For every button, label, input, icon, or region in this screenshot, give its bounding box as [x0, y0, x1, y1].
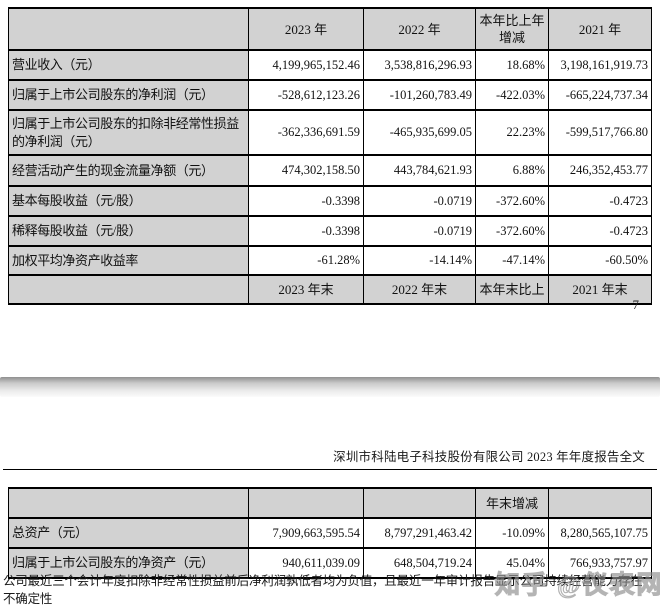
footnote-line: 公司最近三个会计年度扣除非经常性损益前后净利润孰低者均为负值，且最近一年审计报告… — [3, 574, 643, 588]
table-row: 基本每股收益（元/股） -0.3398 -0.0719 -372.60% -0.… — [8, 185, 652, 217]
cell-value: 940,611,039.09 — [248, 547, 364, 579]
cell-value: 18.68% — [475, 49, 549, 81]
cell-value: -0.3398 — [248, 185, 364, 217]
table-row: 经营活动产生的现金流量净额（元） 474,302,158.50 443,784,… — [8, 154, 652, 187]
cell-value: -0.0719 — [363, 215, 476, 247]
header-empty-cell — [8, 487, 249, 519]
row-label: 归属于上市公司股东的扣除非经常性损益的净利润（元） — [8, 109, 249, 156]
table-row: 稀释每股收益（元/股） -0.3398 -0.0719 -372.60% -0.… — [8, 215, 652, 247]
header-empty-cell — [548, 487, 652, 519]
cell-value: -665,224,737.34 — [548, 79, 652, 111]
cell-value: -0.4723 — [548, 215, 652, 247]
cell-value: 6.88% — [475, 154, 549, 187]
cell-value: -372.60% — [475, 185, 549, 217]
cell-value: -10.09% — [475, 517, 549, 549]
cell-value: -372.60% — [475, 215, 549, 247]
cell-value: 22.23% — [475, 109, 549, 156]
table-footer-header-row: 2023 年末 2022 年末 本年末比上 2021 年末 — [8, 274, 652, 305]
row-label: 归属于上市公司股东的净利润（元） — [8, 79, 249, 111]
table-row: 归属于上市公司股东的净资产（元） 940,611,039.09 648,504,… — [8, 547, 652, 579]
cell-value: 4,199,965,152.46 — [248, 49, 364, 81]
table-header-row: 2023 年 2022 年 本年比上年增减 2021 年 — [8, 7, 652, 51]
page-number: 7 — [632, 297, 640, 312]
cell-value: 474,302,158.50 — [248, 154, 364, 187]
cell-value: -101,260,783.49 — [363, 79, 476, 111]
key-financials-table: 2023 年 2022 年 本年比上年增减 2021 年 营业收入（元） 4,1… — [8, 7, 652, 305]
cell-value: -61.28% — [248, 245, 364, 276]
col-header-2022-end: 2022 年末 — [363, 274, 476, 305]
header-empty-cell — [8, 7, 249, 51]
cell-value: 3,538,816,296.93 — [363, 49, 476, 81]
table-row: 归属于上市公司股东的扣除非经常性损益的净利润（元） -362,336,691.5… — [8, 109, 652, 156]
cell-value: -465,935,699.05 — [363, 109, 476, 156]
cell-value: -362,336,691.59 — [248, 109, 364, 156]
cell-value: -47.14% — [475, 245, 549, 276]
cell-value: -528,612,123.26 — [248, 79, 364, 111]
footnote-line: 不确定性 — [3, 592, 53, 606]
col-header-yearend-change: 本年末比上 — [475, 274, 549, 305]
cell-value: -0.4723 — [548, 185, 652, 217]
cell-value: -599,517,766.80 — [548, 109, 652, 156]
table-row: 营业收入（元） 4,199,965,152.46 3,538,816,296.9… — [8, 49, 652, 81]
going-concern-footnote: 公司最近三个会计年度扣除非经常性损益前后净利润孰低者均为负值，且最近一年审计报告… — [3, 572, 659, 608]
table-row: 加权平均净资产收益率 -61.28% -14.14% -47.14% -60.5… — [8, 245, 652, 276]
assets-table: 年末增减 总资产（元） 7,909,663,595.54 8,797,291,4… — [8, 487, 652, 579]
cell-value: -422.03% — [475, 79, 549, 111]
cell-value: 8,797,291,463.42 — [363, 517, 476, 549]
cell-value: 246,352,453.77 — [548, 154, 652, 187]
assets-header-row: 年末增减 — [8, 487, 652, 519]
row-label: 稀释每股收益（元/股） — [8, 215, 249, 247]
header-rule — [3, 469, 657, 470]
col-header-2021: 2021 年 — [548, 7, 652, 51]
row-label: 基本每股收益（元/股） — [8, 185, 249, 217]
col-header-2023: 2023 年 — [248, 7, 364, 51]
col-header-yoy-change: 本年比上年增减 — [475, 7, 549, 51]
col-header-2022: 2022 年 — [363, 7, 476, 51]
cell-value: 443,784,621.93 — [363, 154, 476, 187]
cell-value: -0.3398 — [248, 215, 364, 247]
report-header-title: 深圳市科陆电子科技股份有限公司 2023 年年度报告全文 — [333, 450, 645, 464]
page-separator-bar — [0, 377, 660, 397]
col-header-2023-end: 2023 年末 — [248, 274, 364, 305]
footer-empty-cell — [8, 274, 249, 305]
header-empty-cell — [363, 487, 476, 519]
cell-value: 8,280,565,107.75 — [548, 517, 652, 549]
header-empty-cell — [248, 487, 364, 519]
row-label: 营业收入（元） — [8, 49, 249, 81]
cell-value: -14.14% — [363, 245, 476, 276]
row-label: 经营活动产生的现金流量净额（元） — [8, 154, 249, 187]
cell-value: 7,909,663,595.54 — [248, 517, 364, 549]
cell-value: 766,933,757.97 — [548, 547, 652, 579]
row-label: 加权平均净资产收益率 — [8, 245, 249, 276]
cell-value: -0.0719 — [363, 185, 476, 217]
col-header-yearend-change: 年末增减 — [475, 487, 549, 519]
table-row: 归属于上市公司股东的净利润（元） -528,612,123.26 -101,26… — [8, 79, 652, 111]
cell-value: 3,198,161,919.73 — [548, 49, 652, 81]
row-label: 总资产（元） — [8, 517, 249, 549]
table-row: 总资产（元） 7,909,663,595.54 8,797,291,463.42… — [8, 517, 652, 549]
col-header-2021-end: 2021 年末 — [548, 274, 652, 305]
cell-value: -60.50% — [548, 245, 652, 276]
